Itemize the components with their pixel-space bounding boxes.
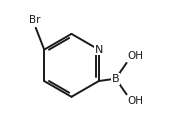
Text: OH: OH bbox=[127, 51, 143, 61]
Text: OH: OH bbox=[127, 96, 143, 106]
Text: N: N bbox=[95, 45, 103, 55]
Text: Br: Br bbox=[29, 15, 41, 25]
Text: B: B bbox=[112, 74, 120, 84]
